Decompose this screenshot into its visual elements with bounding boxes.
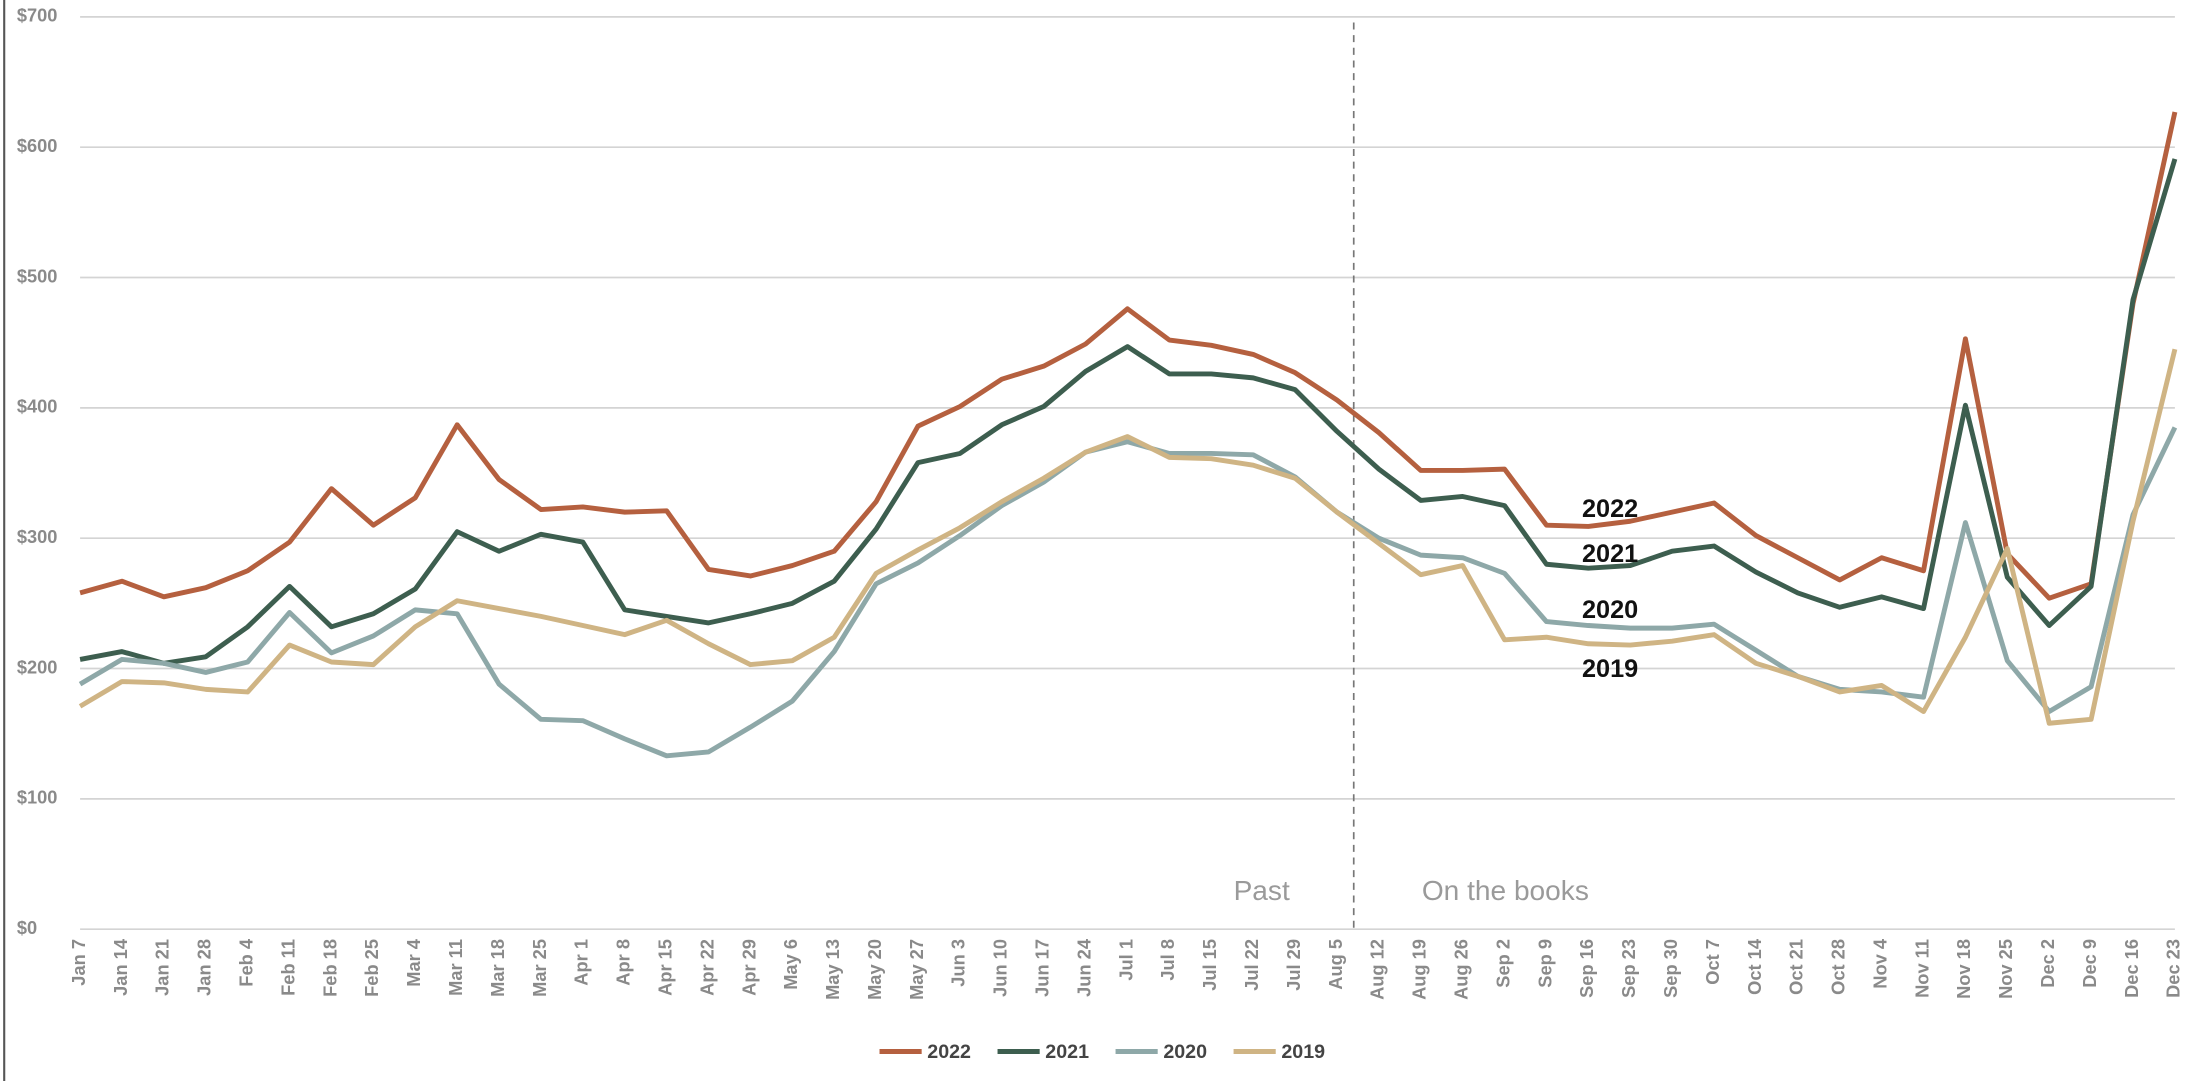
x-tick-label: Jul 1 [1115, 939, 1136, 981]
y-tick-label: $300 [17, 526, 58, 547]
x-tick-label: Feb 25 [361, 939, 382, 997]
x-tick-label: Nov 4 [1869, 938, 1890, 989]
x-tick-label: Jun 10 [990, 939, 1011, 997]
legend-label: 2020 [1163, 1041, 1207, 1063]
x-tick-label: Mar 4 [403, 938, 424, 987]
line-series [79, 158, 2178, 666]
x-tick-label: Feb 11 [277, 939, 298, 996]
x-tick-label: Nov 18 [1953, 939, 1974, 999]
x-tick-label: May 13 [822, 939, 843, 1000]
x-tick-label: Dec 16 [2121, 939, 2142, 998]
x-tick-label: Apr 1 [571, 939, 592, 986]
legend-label: 2022 [927, 1041, 971, 1063]
x-tick-label: Aug 26 [1450, 939, 1471, 1000]
x-tick-label: Apr 22 [696, 939, 717, 996]
x-tick-label: Nov 11 [1911, 939, 1932, 998]
line-series [79, 111, 2178, 601]
y-tick-label: $500 [17, 265, 58, 286]
x-tick-label: Jan 14 [110, 938, 131, 996]
y-tick-label: $700 [17, 5, 58, 26]
x-tick-label: Sep 23 [1618, 939, 1639, 998]
y-tick-label: $600 [17, 135, 58, 156]
x-tick-label: Jun 3 [948, 939, 969, 987]
x-tick-label: Oct 7 [1702, 939, 1723, 985]
x-tick-label: Jun 17 [1032, 939, 1053, 997]
y-tick-label: $100 [17, 787, 58, 808]
x-tick-label: Sep 30 [1660, 939, 1681, 998]
x-tick-label: Sep 9 [1534, 939, 1555, 988]
x-tick-label: Aug 19 [1409, 939, 1430, 1000]
x-tick-label: Feb 18 [319, 939, 340, 997]
x-tick-label: Dec 23 [2163, 939, 2184, 998]
x-tick-label: Jul 29 [1283, 939, 1304, 991]
x-tick-label: Oct 21 [1786, 939, 1807, 995]
x-tick-label: Oct 28 [1828, 939, 1849, 995]
x-tick-label: Apr 15 [654, 939, 675, 996]
x-tick-label: Apr 29 [738, 939, 759, 996]
line-series [78, 348, 2178, 726]
x-tick-label: Jul 8 [1157, 939, 1178, 981]
x-tick-label: May 6 [780, 939, 801, 990]
legend-label: 2019 [1281, 1041, 1325, 1063]
x-tick-label: Oct 14 [1744, 938, 1765, 995]
x-tick-label: Dec 2 [2037, 939, 2058, 988]
x-tick-label: Aug 12 [1367, 939, 1388, 1000]
x-tick-label: Jul 22 [1241, 939, 1262, 991]
y-tick-label: $400 [17, 396, 58, 417]
annotation: On the books [1422, 875, 1589, 906]
series-label: 2020 [1582, 596, 1638, 624]
series-label: 2019 [1582, 655, 1638, 683]
x-tick-label: Aug 5 [1325, 939, 1346, 990]
x-tick-label: Jul 15 [1199, 939, 1220, 991]
x-tick-label: Sep 2 [1492, 939, 1513, 988]
x-tick-label: Sep 16 [1576, 939, 1597, 998]
y-tick-label: $200 [17, 656, 58, 677]
legend-label: 2021 [1045, 1041, 1089, 1063]
x-tick-label: Jan 21 [152, 939, 173, 996]
x-tick-label: Nov 25 [1995, 939, 2016, 999]
x-tick-label: Mar 18 [487, 939, 508, 997]
x-tick-label: Jan 7 [68, 939, 89, 986]
annotation: Past [1234, 875, 1290, 906]
series-label: 2021 [1582, 540, 1638, 568]
series-label: 2022 [1582, 495, 1638, 523]
x-tick-label: Jun 24 [1073, 938, 1094, 997]
x-tick-label: Apr 8 [613, 939, 634, 986]
x-tick-label: Mar 11 [445, 939, 466, 996]
x-tick-label: May 27 [906, 939, 927, 1000]
y-tick-label: $0 [17, 917, 37, 938]
x-tick-label: Mar 25 [529, 939, 550, 997]
line-series [78, 426, 2178, 759]
x-tick-label: Dec 9 [2079, 939, 2100, 988]
x-tick-label: May 20 [864, 939, 885, 1000]
x-tick-label: Feb 4 [236, 938, 257, 987]
x-tick-label: Jan 28 [194, 939, 215, 996]
